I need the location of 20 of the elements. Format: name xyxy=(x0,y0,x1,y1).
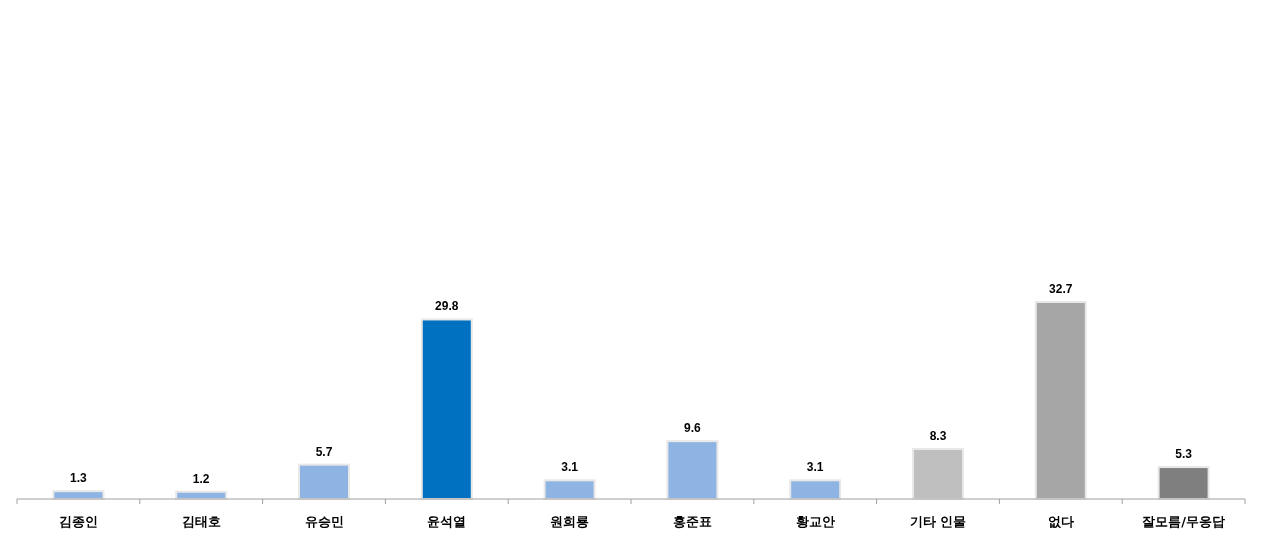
x-tick-label: 홍준표 xyxy=(672,514,712,529)
x-tick-label: 기타 인물 xyxy=(909,514,967,529)
data-label: 5.7 xyxy=(315,444,333,459)
data-label: 1.2 xyxy=(192,471,210,486)
data-label: 5.3 xyxy=(1175,447,1193,462)
x-tick-label: 잘모름/무응답 xyxy=(1142,514,1225,529)
data-label: 1.3 xyxy=(70,471,88,486)
data-label: 9.6 xyxy=(684,421,702,436)
data-label: 32.7 xyxy=(1049,282,1073,296)
data-label: 3.1 xyxy=(806,460,824,475)
x-tick-label: 황교안 xyxy=(795,514,835,529)
x-tick-label: 김종인 xyxy=(58,514,98,529)
data-label: 29.8 xyxy=(435,299,459,314)
data-label: 8.3 xyxy=(929,429,947,443)
x-tick-label: 유승민 xyxy=(304,514,344,529)
x-tick-label: 김태호 xyxy=(181,514,221,529)
x-tick-label: 없다 xyxy=(1047,514,1074,529)
data-label: 3.1 xyxy=(561,460,579,475)
x-tick-label: 윤석열 xyxy=(427,514,467,529)
x-tick-label: 원희룡 xyxy=(550,514,590,529)
